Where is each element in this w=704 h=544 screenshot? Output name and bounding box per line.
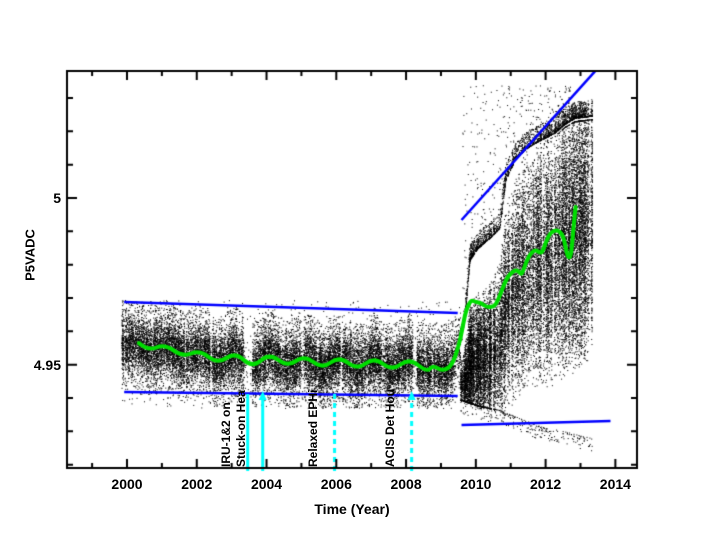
x-tick-label-2000: 2000 [111,476,143,492]
x-tick-label-2004: 2004 [250,476,283,492]
x-tick-label-2002: 2002 [181,476,213,492]
x-tick-label-2014: 2014 [599,476,631,492]
x-axis-title: Time (Year) [314,501,390,517]
event-label-stuck-on-hea: Stuck-on Hea [233,390,248,467]
event-label-relaxed-ephi: Relaxed EPHi [305,389,320,467]
x-tick-label-2006: 2006 [320,476,352,492]
y-axis-title: P5VADC [22,229,38,281]
event-label-iru-1-2-on: IRU-1&2 on [218,402,233,467]
event-label-acis-det-hou: ACIS Det Hou [382,389,397,467]
y-tick-label-5: 5 [53,190,61,206]
x-tick-label-2008: 2008 [390,476,422,492]
x-tick-label-2012: 2012 [530,476,562,492]
x-tick-label-2010: 2010 [460,476,492,492]
y-tick-label-4.95: 4.95 [33,356,61,373]
